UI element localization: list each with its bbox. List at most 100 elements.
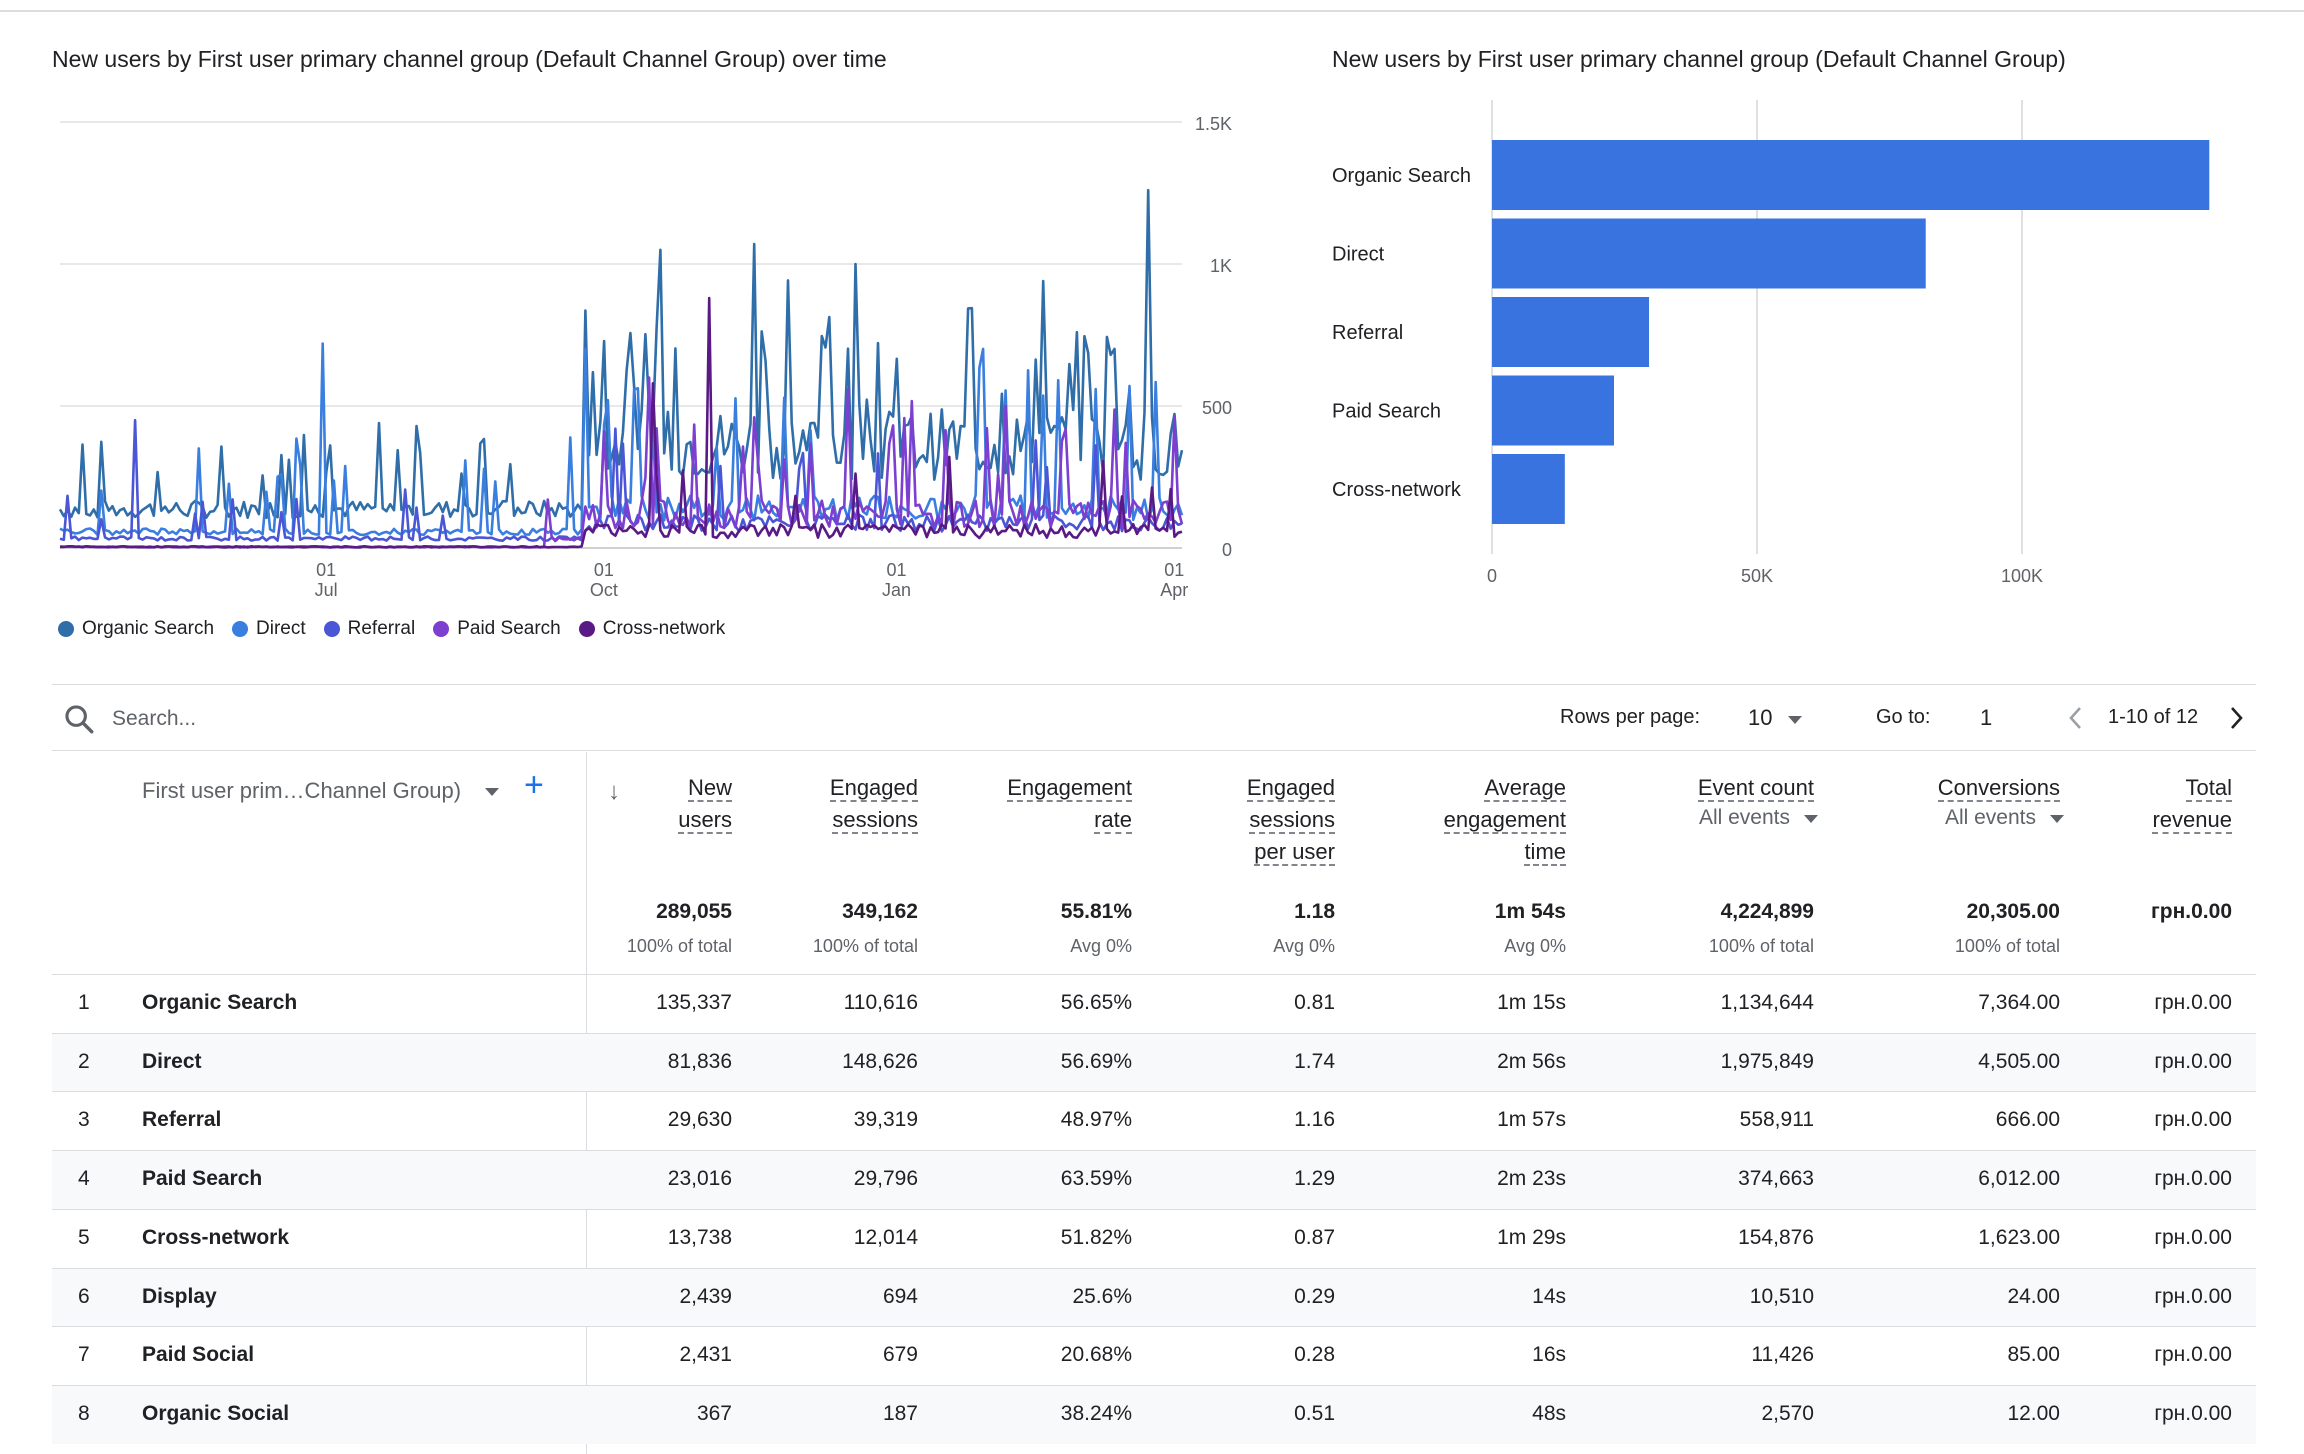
row-metric-value: 1m 29s — [1497, 1225, 1566, 1249]
chevron-right-icon — [2231, 707, 2243, 729]
row-metric-value: 187 — [882, 1401, 918, 1425]
row-dimension-value: Display — [142, 1284, 217, 1308]
series-line-organic-search[interactable] — [58, 188, 1184, 520]
row-metric-value: грн.0.00 — [2154, 1108, 2232, 1132]
row-metric-value: 148,626 — [842, 1049, 918, 1073]
legend-item[interactable]: Cross-network — [578, 618, 725, 640]
column-total-note: Avg 0% — [1070, 936, 1132, 956]
metric-filter-select[interactable]: All events — [1945, 806, 2064, 830]
bar-referral[interactable] — [1492, 297, 1650, 367]
bar-cross-network[interactable] — [1492, 454, 1565, 524]
chevron-left-icon — [2069, 707, 2081, 729]
dimension-column-separator — [586, 752, 587, 1454]
row-metric-value: 10,510 — [1749, 1284, 1814, 1308]
column-header-label: Total — [2185, 775, 2232, 802]
metric-filter-label: All events — [1698, 806, 1790, 829]
column-total-note: 100% of total — [1954, 936, 2060, 956]
add-dimension-button[interactable]: + — [524, 766, 544, 804]
column-header[interactable]: Engagement rate — [1007, 772, 1132, 836]
column-header-label: sessions — [1249, 807, 1335, 834]
next-page-button[interactable] — [2218, 698, 2254, 738]
column-total: 55.81% — [1060, 900, 1132, 923]
row-metric-value: 2m 23s — [1497, 1167, 1566, 1191]
bar-chart: 0 50K 100K Organic Search Direct Referral Paid… — [1332, 100, 2210, 586]
chevron-down-icon — [2050, 815, 2064, 823]
column-header[interactable]: New users — [678, 772, 732, 836]
legend-dot — [323, 621, 340, 637]
table-row[interactable]: 1 Organic Search 135,337 110,616 56.65% 0.81 1… — [52, 974, 2256, 1033]
row-index: 5 — [78, 1225, 90, 1249]
column-total-note: Avg 0% — [1504, 936, 1566, 956]
table-toolbar: Rows per page: 10 Go to: 1 1-10 of 12 — [52, 686, 2256, 750]
column-header-label: Conversions — [1937, 775, 2060, 802]
table-row[interactable]: 7 Paid Social 2,431 679 20.68% 0.28 16s 11,426 8… — [52, 1326, 2256, 1385]
legend-item[interactable]: Paid Search — [433, 618, 561, 640]
row-index: 8 — [78, 1401, 90, 1425]
row-index: 3 — [78, 1108, 90, 1132]
bar-direct[interactable] — [1492, 218, 1926, 289]
legend-item[interactable]: Organic Search — [58, 618, 214, 640]
legend-dot — [232, 621, 249, 637]
legend-label: Referral — [347, 618, 416, 639]
row-index: 6 — [78, 1284, 90, 1308]
table-row[interactable]: 8 Organic Social 367 187 38.24% 0.51 48s 2,570 1… — [52, 1384, 2256, 1444]
column-header[interactable]: Total revenue — [2152, 772, 2232, 836]
svg-text:Jan: Jan — [882, 580, 911, 600]
search-input[interactable] — [110, 700, 614, 738]
row-metric-value: грн.0.00 — [2154, 1401, 2232, 1425]
chevron-down-icon — [1804, 815, 1818, 823]
table-row[interactable]: 3 Referral 29,630 39,319 48.97% 1.16 1m 57s 558… — [52, 1091, 2256, 1150]
column-header-label: per user — [1254, 839, 1335, 866]
column-total-note: 100% of total — [812, 936, 918, 956]
table-row[interactable]: 6 Display 2,439 694 25.6% 0.29 14s 10,510 24.00 г… — [52, 1267, 2256, 1327]
table-row[interactable]: 4 Paid Search 23,016 29,796 63.59% 1.29 2m 23s… — [52, 1150, 2256, 1210]
legend-label: Paid Search — [457, 618, 561, 639]
row-metric-value: 0.28 — [1294, 1343, 1335, 1367]
row-metric-value: 14s — [1532, 1284, 1566, 1308]
column-total: грн.0.00 — [2151, 900, 2232, 923]
y-tick-label: 1.5K — [1195, 114, 1232, 134]
column-header[interactable]: Conversions — [1937, 772, 2060, 804]
table-row[interactable]: 2 Direct 81,836 148,626 56.69% 1.74 2m 56s 1,97… — [52, 1032, 2256, 1092]
x-tick-label: 100K — [2001, 566, 2043, 586]
column-header-label: New — [687, 775, 732, 802]
legend-item[interactable]: Direct — [232, 618, 306, 640]
legend-item[interactable]: Referral — [323, 618, 416, 640]
goto-input[interactable]: 1 — [1980, 705, 1993, 730]
bar-category-label: Paid Search — [1332, 401, 1441, 423]
metric-filter-select[interactable]: All events — [1698, 806, 1818, 830]
row-metric-value: 81,836 — [667, 1049, 732, 1073]
legend-dot — [58, 621, 74, 637]
column-header-label: engagement — [1443, 807, 1566, 834]
column-header[interactable]: Event count — [1697, 772, 1814, 804]
row-metric-value: 29,796 — [853, 1167, 918, 1191]
rows-per-page-select[interactable]: 10 — [1742, 696, 1822, 740]
bar-category-label: Organic Search — [1332, 165, 1471, 187]
column-header-label: revenue — [2152, 807, 2232, 834]
dimension-header[interactable]: First user prim…Channel Group) — [142, 778, 500, 804]
column-header[interactable]: Engaged sessions per user — [1246, 772, 1335, 868]
row-metric-value: 56.65% — [1060, 991, 1132, 1014]
row-metric-value: 20.68% — [1060, 1343, 1132, 1367]
row-metric-value: грн.0.00 — [2154, 1284, 2232, 1308]
table-header: First user prim…Channel Group) + ↓ New us… — [52, 752, 2256, 974]
svg-text:Jul: Jul — [315, 580, 338, 600]
search-icon — [65, 705, 94, 734]
column-header[interactable]: Average engagement time — [1443, 772, 1566, 868]
row-dimension-value: Direct — [142, 1049, 202, 1073]
table-row[interactable]: 5 Cross-network 13,738 12,014 51.82% 0.87 1m 2… — [52, 1208, 2256, 1268]
bar-paid-search[interactable] — [1492, 375, 1614, 446]
row-dimension-value: Organic Social — [142, 1401, 290, 1425]
sort-descending-icon[interactable]: ↓ — [608, 778, 620, 805]
row-metric-value: 24.00 — [2007, 1284, 2060, 1308]
bar-organic-search[interactable] — [1492, 140, 2210, 210]
dimension-header-label: First user prim…Channel Group) — [142, 778, 462, 803]
column-total: 289,055 — [656, 900, 732, 923]
row-metric-value: 23,016 — [667, 1167, 732, 1191]
series-line-cross-network[interactable] — [59, 296, 1183, 549]
column-header[interactable]: Engaged sessions — [829, 772, 918, 836]
prev-page-button[interactable] — [2058, 698, 2094, 738]
